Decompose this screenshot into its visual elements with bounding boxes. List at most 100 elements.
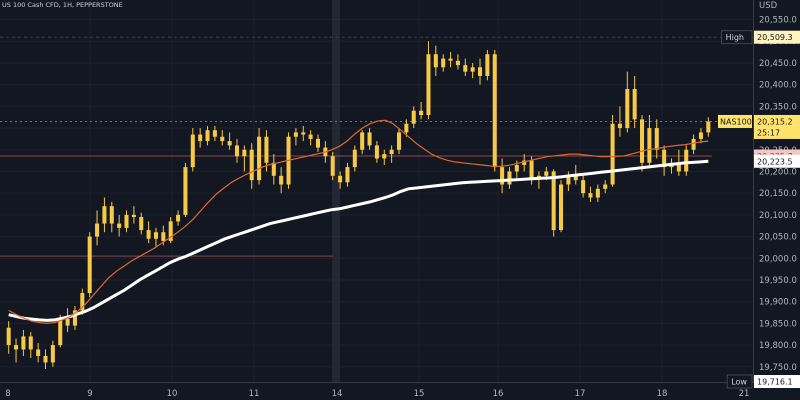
x-tick-label: 8 (5, 389, 10, 399)
candle (367, 128, 372, 150)
candle (396, 128, 402, 155)
candle-body (338, 175, 343, 183)
high-tag-bg (721, 30, 753, 45)
candle (50, 340, 55, 367)
x-tick-label: 10 (167, 389, 178, 399)
ma-slow-line (8, 159, 709, 322)
candle-body (72, 310, 77, 326)
y-tick-label: 19,950.0 (759, 276, 797, 286)
candle (95, 210, 100, 246)
candle-body (102, 206, 107, 224)
candle-body (514, 164, 519, 172)
candle (109, 201, 114, 233)
candle-body (80, 293, 85, 311)
candle-body (168, 221, 173, 241)
candle (43, 349, 48, 369)
candle-body (507, 171, 512, 185)
candle-body (632, 88, 637, 120)
candle-body (227, 141, 232, 146)
candle-body (345, 167, 350, 183)
candle-body (595, 188, 600, 198)
candle-body (293, 132, 298, 137)
candle-body (411, 110, 416, 124)
candle-body (50, 345, 55, 363)
x-tick-label: 21 (739, 389, 750, 399)
y-tick-label: 20,100.0 (759, 211, 797, 221)
candle-body (352, 149, 357, 168)
candle (448, 52, 453, 68)
candle (345, 162, 350, 187)
candle (588, 186, 593, 202)
current-price-countdown: 25:17 (757, 128, 780, 137)
y-tick-label: 20,350.0 (759, 102, 797, 112)
candles (6, 41, 711, 369)
current-price-badge: 20,315.2 25:17 (754, 114, 800, 139)
candle (352, 145, 357, 172)
current-price-value: 20,315.2 (757, 117, 793, 126)
candle (65, 308, 70, 333)
candle-body (581, 180, 586, 194)
candle-body (551, 171, 556, 231)
candle-body (536, 175, 541, 178)
candle (124, 210, 129, 233)
candle-body (691, 138, 696, 150)
high-badge-text: 20,509.3 (757, 33, 793, 42)
candle (389, 145, 394, 163)
candle (691, 134, 696, 155)
candle-body (573, 175, 578, 181)
ma-slow-badge: 20,223.5 (754, 154, 800, 168)
candle (271, 154, 276, 185)
candle (485, 49, 490, 81)
candle (293, 128, 298, 146)
candle-body (65, 319, 70, 326)
candle (330, 151, 335, 181)
candle-body (43, 355, 48, 363)
symbol-tag-text: NAS100 (720, 117, 752, 126)
y-tick-label: 20,200.0 (759, 167, 797, 177)
high-badge-bg (754, 30, 800, 44)
candle (551, 169, 556, 237)
candle-body (205, 130, 210, 142)
x-tick-label: 11 (249, 389, 260, 399)
candle-body (117, 223, 122, 228)
candle (441, 54, 446, 72)
candle (139, 212, 144, 235)
current-price-badge-bg (754, 114, 800, 139)
y-tick-label: 20,400.0 (759, 81, 797, 91)
candle-body (470, 67, 475, 72)
candle (234, 138, 240, 163)
candle (257, 128, 262, 185)
candle-body (308, 134, 313, 139)
candle (338, 171, 343, 189)
candle-body (448, 58, 453, 61)
candle-body (153, 232, 158, 239)
candle (404, 119, 409, 137)
candle (433, 45, 438, 76)
candle-body (131, 214, 136, 218)
candle-body (559, 184, 564, 231)
candle-body (198, 134, 203, 142)
candle-body (183, 167, 188, 215)
x-tick-label: 14 (332, 389, 343, 399)
candle (647, 115, 652, 168)
candle (21, 329, 26, 356)
candle (308, 130, 313, 146)
y-tick-label: 19,800.0 (759, 341, 797, 351)
candle (662, 145, 667, 176)
candle-body (522, 160, 527, 165)
candle-body (367, 132, 372, 146)
candle-body (36, 349, 41, 356)
candle (72, 306, 77, 330)
candle (14, 338, 19, 363)
candle-body (566, 175, 571, 185)
price-axis[interactable]: USD 20,550.020,500.020,450.020,400.020,3… (753, 0, 800, 400)
candle (227, 132, 232, 150)
price-badges: 20,509.3High20,315.225:17NAS10020,235.72… (718, 30, 800, 389)
candle (176, 210, 181, 226)
time-axis[interactable]: 8 9 10 11 14 15 16 17 18 21 (0, 382, 754, 400)
candle-body (176, 214, 181, 222)
candle (117, 214, 122, 237)
candle-body (463, 65, 468, 72)
candle (632, 75, 637, 129)
